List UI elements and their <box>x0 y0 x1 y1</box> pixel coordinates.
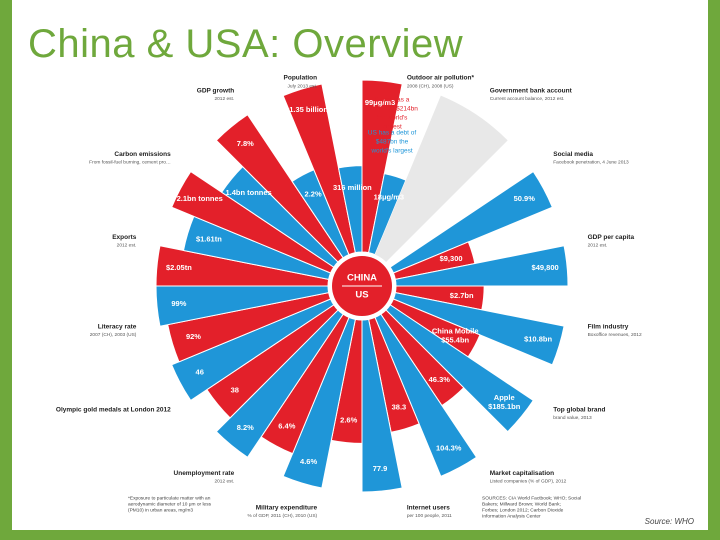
sector-sublabel: brand value, 2013 <box>553 415 592 421</box>
sector-label: Top global brand <box>553 406 605 413</box>
usa-value-label: 46 <box>196 368 204 377</box>
sector-sublabel: 2012 est. <box>214 479 234 485</box>
sector-sublabel: Boxoffice revenues, 2012 <box>588 332 642 338</box>
sector-sublabel: per 100 people, 2011 <box>407 513 452 519</box>
china-value-label: 99μg/m3 <box>365 98 395 107</box>
sector-label: Film industry <box>588 324 629 331</box>
usa-value-label: 77.9 <box>373 464 388 473</box>
sector-label: Internet users <box>407 504 450 511</box>
usa-value-label: 4.6% <box>300 457 317 466</box>
footnote-right: Forbes; London 2012; Carbon Dioxide <box>482 507 564 513</box>
sector-label: GDP growth <box>197 87 234 94</box>
center-china-label: CHINA <box>347 273 377 284</box>
center-us-label: US <box>355 290 368 301</box>
sector-label: GDP per capita <box>588 234 635 241</box>
china-value-label: the world's <box>377 115 409 122</box>
sector-sublabel: 2008 (CH), 2008 (US) <box>407 83 454 89</box>
china-value-label: $9,300 <box>440 254 463 263</box>
sector-label: Literacy rate <box>98 324 137 331</box>
sector-label: Unemployment rate <box>174 470 235 477</box>
usa-value-label: 316 million <box>333 183 372 192</box>
china-value-label: $2.7bn <box>450 291 474 300</box>
footnote-right: Bakers; Millward Brown; World Bank; <box>482 501 561 507</box>
china-value-label: 38.3 <box>392 403 407 412</box>
usa-value-label: 1.4bn tonnes <box>225 188 271 197</box>
sector-label: Military expenditure <box>256 504 318 511</box>
usa-value-label: world's largest <box>370 148 413 155</box>
sector-band <box>375 95 508 262</box>
usa-value-label: US has a debt of <box>368 130 417 137</box>
sector-label: Olympic gold medals at London 2012 <box>56 406 171 413</box>
china-value-label: surplus of $214bn <box>366 106 418 113</box>
source-note: Source: WHO <box>644 517 694 526</box>
footnote-right: Information Analysis Center <box>482 513 541 519</box>
usa-value-label: 8.2% <box>237 423 254 432</box>
sector-label: Exports <box>112 234 137 241</box>
footnote-left: aerodynamic diameter of 10 μm or less <box>128 501 212 507</box>
sector-label: Social media <box>553 151 593 158</box>
usa-value-label: 104.3% <box>436 443 462 452</box>
usa-value-label: $10.8bn <box>524 334 552 343</box>
usa-value-label: 99% <box>171 299 186 308</box>
footnote-left: *Exposure to particulate matter with an <box>128 495 211 501</box>
china-value-label: 6.4% <box>278 422 295 431</box>
sector-label: Outdoor air pollution* <box>407 75 475 82</box>
china-value-label: 46.3% <box>429 375 451 384</box>
sector-label: Carbon emissions <box>114 151 171 158</box>
sector-sublabel: % of GDP, 2011 (CH), 2010 (US) <box>247 513 317 519</box>
china-value-label: 92% <box>186 332 201 341</box>
china-value-label: largest <box>382 124 402 131</box>
sector-sublabel: 2012 est. <box>214 96 234 102</box>
usa-value-label: $49,800 <box>532 263 559 272</box>
sector-label: Market capitalisation <box>490 470 554 477</box>
sector-sublabel: Listed companies (% of GDP), 2012 <box>490 479 567 485</box>
china-value-label: 1.35 billion <box>289 105 328 114</box>
sector-sublabel: Facebook penetration, 4 June 2013 <box>553 159 629 165</box>
sector-sublabel: 2012 est. <box>588 242 608 248</box>
china-value-label: 2.6% <box>340 416 357 425</box>
sector-label: Population <box>284 75 318 82</box>
slide-title: China & USA: Overview <box>28 22 464 66</box>
china-value-label: China has a <box>375 97 410 104</box>
usa-value-label: $487bn the <box>376 139 409 146</box>
usa-value-label: $1.61tn <box>196 235 222 244</box>
usa-value-label: 18μg/m3 <box>374 192 404 201</box>
footnote-left: (PM10) in urban areas, mg/m3 <box>128 507 193 513</box>
sector-label: Government bank account <box>490 87 573 94</box>
china-value-label: China Mobile <box>432 326 479 335</box>
china-value-label: 2.1bn tonnes <box>177 194 223 203</box>
china-value-label: $55.4bn <box>441 335 469 344</box>
usa-value-label: $185.1bn <box>488 402 521 411</box>
china-value-label: 7.8% <box>237 139 254 148</box>
sector-sublabel: Current account balance, 2012 est. <box>490 96 565 102</box>
usa-value-label: 50.9% <box>514 194 536 203</box>
sector-sublabel: From fossil-fuel burning, cement pro… <box>89 159 171 165</box>
china-value-label: $2.05tn <box>166 263 192 272</box>
sector-sublabel: 2007 (CH), 2003 (US) <box>90 332 137 338</box>
sector-sublabel: 2012 est. <box>117 242 137 248</box>
china-value-label: 38 <box>231 385 239 394</box>
usa-value-label: Apple <box>494 393 515 402</box>
sector-sublabel: July 2013 est. <box>288 83 318 89</box>
footnote-right: SOURCES: CIA World Factbook; WHO; Social <box>482 495 581 501</box>
usa-value-label: 2.2% <box>305 189 322 198</box>
